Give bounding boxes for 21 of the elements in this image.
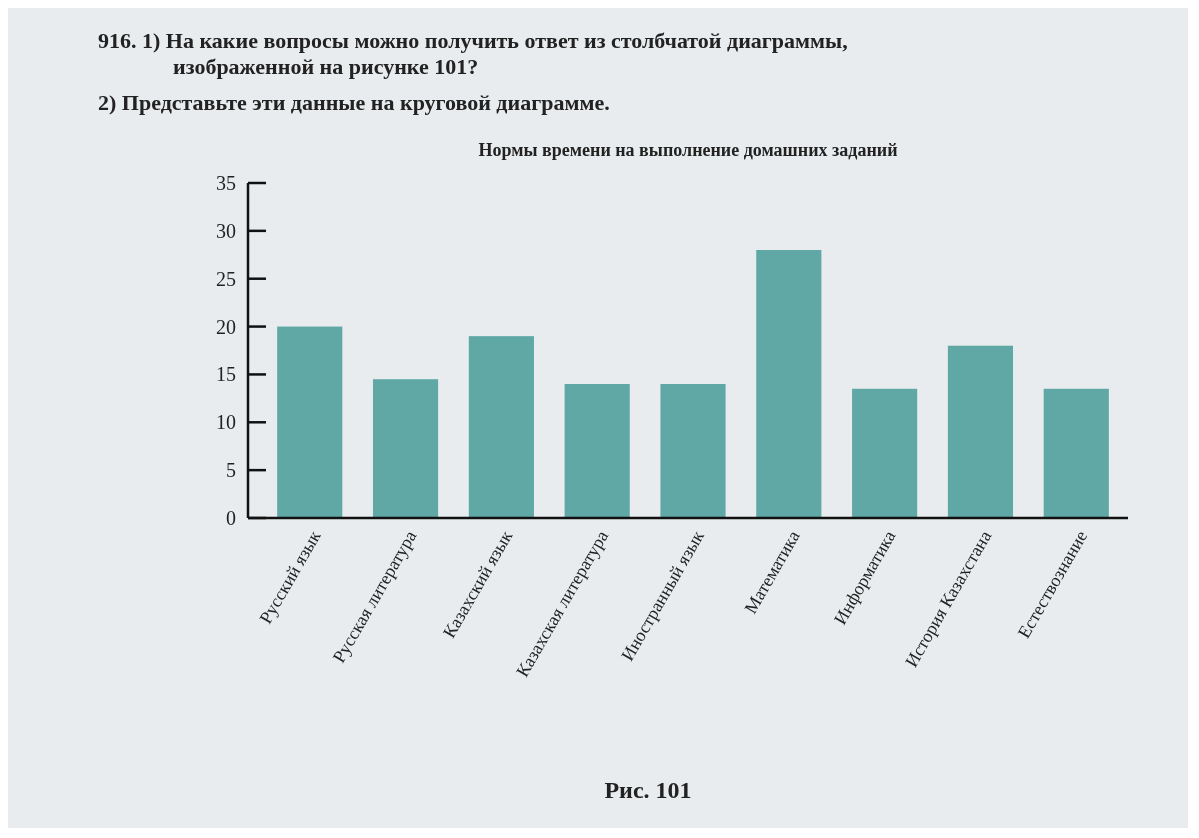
text: 2) Представьте эти данные на круговой диаграмме. — [98, 90, 610, 115]
y-tick-label: 30 — [216, 219, 236, 242]
bar — [468, 336, 534, 518]
text: Рис. 101 — [604, 777, 692, 803]
bar — [660, 384, 726, 518]
bar — [756, 250, 822, 518]
y-tick-label: 20 — [216, 315, 236, 338]
y-tick-label: 25 — [216, 267, 236, 290]
chart-title: Нормы времени на выполнение домашних заданий — [478, 140, 898, 160]
bar — [277, 326, 343, 518]
y-tick-label: 35 — [216, 172, 236, 194]
y-tick-label: 5 — [226, 459, 236, 482]
bar — [1043, 388, 1109, 518]
bar — [372, 379, 439, 518]
text: 916. 1) На какие вопросы можно получить ответ из столбчатой диаграммы, изображенной на рисунке 101? — [98, 28, 848, 79]
bar — [947, 345, 1014, 518]
y-tick-label: 15 — [216, 363, 236, 386]
bar — [564, 384, 630, 518]
y-tick-label: 0 — [226, 507, 236, 529]
y-tick-label: 10 — [216, 411, 236, 434]
bar — [852, 388, 918, 518]
